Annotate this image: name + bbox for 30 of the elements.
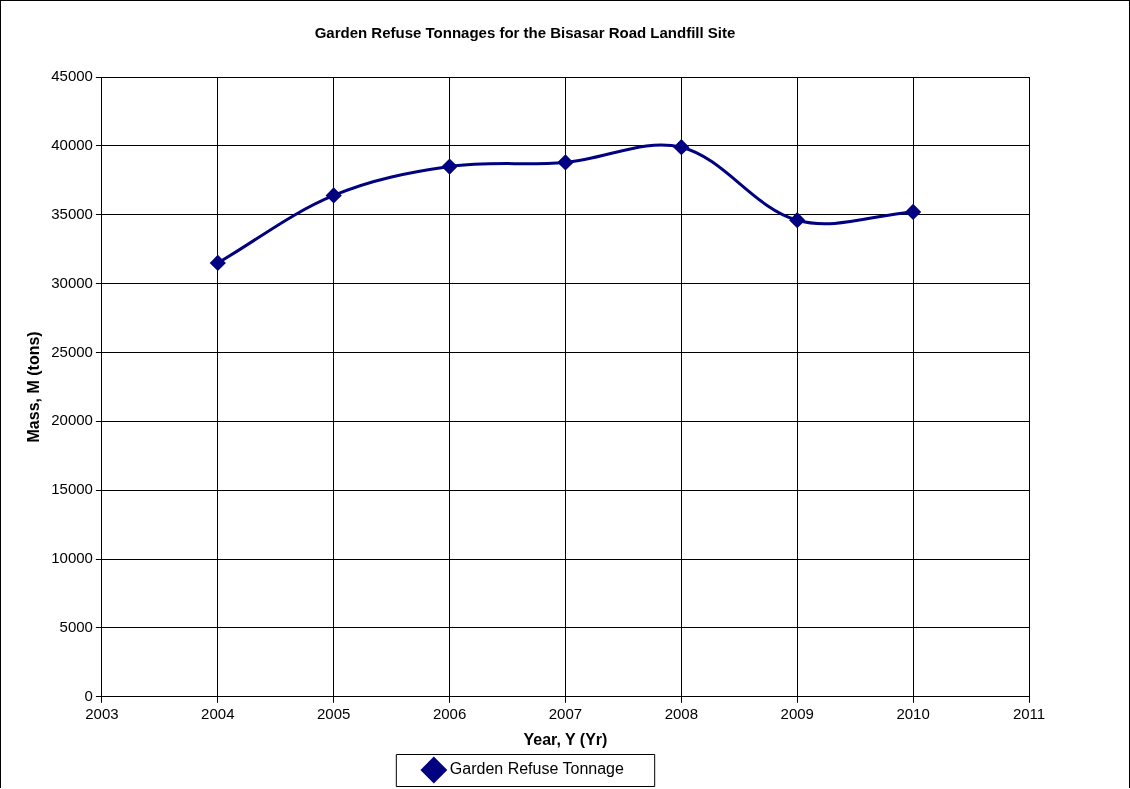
x-tick-label: 2004 xyxy=(201,704,235,722)
x-tick-label: 2009 xyxy=(780,704,814,722)
x-axis-title: Year, Y (Yr) xyxy=(523,730,608,748)
x-tick-label: 2007 xyxy=(548,704,583,722)
point xyxy=(442,159,458,175)
chart-title: Garden Refuse Tonnages for the Bisasar Road Landfill Site xyxy=(314,24,736,42)
y-tick-label: 45000 xyxy=(51,67,93,85)
point xyxy=(557,154,573,170)
x-tick-label: 2010 xyxy=(896,704,930,722)
point xyxy=(326,187,342,203)
x-tick-label: 2006 xyxy=(432,704,467,722)
y-tick-label: 25000 xyxy=(51,342,93,360)
x-tick-label: 2008 xyxy=(664,704,699,722)
legend-label: Garden Refuse Tonnage xyxy=(449,760,624,778)
y-tick-label: 30000 xyxy=(51,273,93,291)
y-tick-label: 0 xyxy=(84,686,93,704)
y-axis-title: Mass, M (tons) xyxy=(25,331,43,443)
y-tick-label: 35000 xyxy=(51,204,93,222)
y-tick-label: 15000 xyxy=(51,480,93,498)
y-tick-label: 20000 xyxy=(51,411,93,429)
x-tick-label: 2011 xyxy=(1012,704,1046,722)
point xyxy=(789,212,805,228)
point xyxy=(673,139,689,155)
x-tick-label: 2003 xyxy=(85,704,119,722)
x-tick-label: 2005 xyxy=(317,704,351,722)
y-tick-label: 10000 xyxy=(51,549,93,567)
point xyxy=(210,255,226,271)
y-tick-label: 5000 xyxy=(59,618,93,636)
y-tick-label: 40000 xyxy=(51,136,93,154)
point xyxy=(905,204,921,220)
